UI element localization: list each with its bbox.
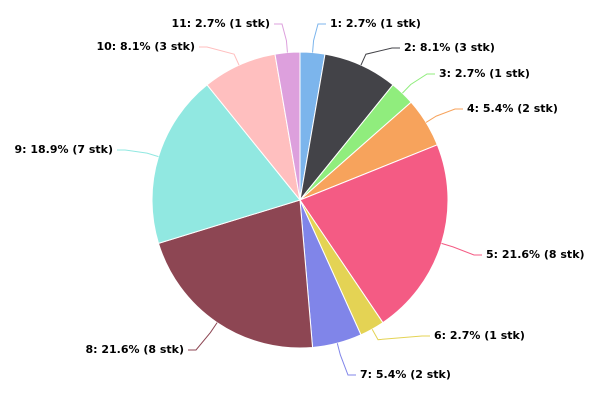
pie-slice <box>299 144 449 324</box>
data-label: 10: 8.1% (3 stk) <box>96 40 195 53</box>
data-label: 7: 5.4% (2 stk) <box>360 368 451 381</box>
data-label: 6: 2.7% (1 stk) <box>434 329 525 342</box>
connector <box>188 322 218 351</box>
connector <box>312 23 326 53</box>
connector <box>402 73 435 94</box>
data-label: 9: 18.9% (7 stk) <box>14 143 113 156</box>
connector <box>360 47 400 66</box>
data-label: 1: 2.7% (1 stk) <box>330 17 421 30</box>
data-label: 4: 5.4% (2 stk) <box>467 102 558 115</box>
connector <box>336 343 356 376</box>
connector <box>274 23 288 53</box>
data-label: 8: 21.6% (8 stk) <box>85 343 184 356</box>
data-label: 11: 2.7% (1 stk) <box>171 17 270 30</box>
data-label: 3: 2.7% (1 stk) <box>439 67 530 80</box>
connector <box>441 242 482 256</box>
data-label: 5: 21.6% (8 stk) <box>486 248 585 261</box>
connector <box>425 108 463 123</box>
connector <box>199 46 240 66</box>
connector <box>371 328 430 341</box>
connector <box>117 149 159 158</box>
data-label: 2: 8.1% (3 stk) <box>404 41 495 54</box>
